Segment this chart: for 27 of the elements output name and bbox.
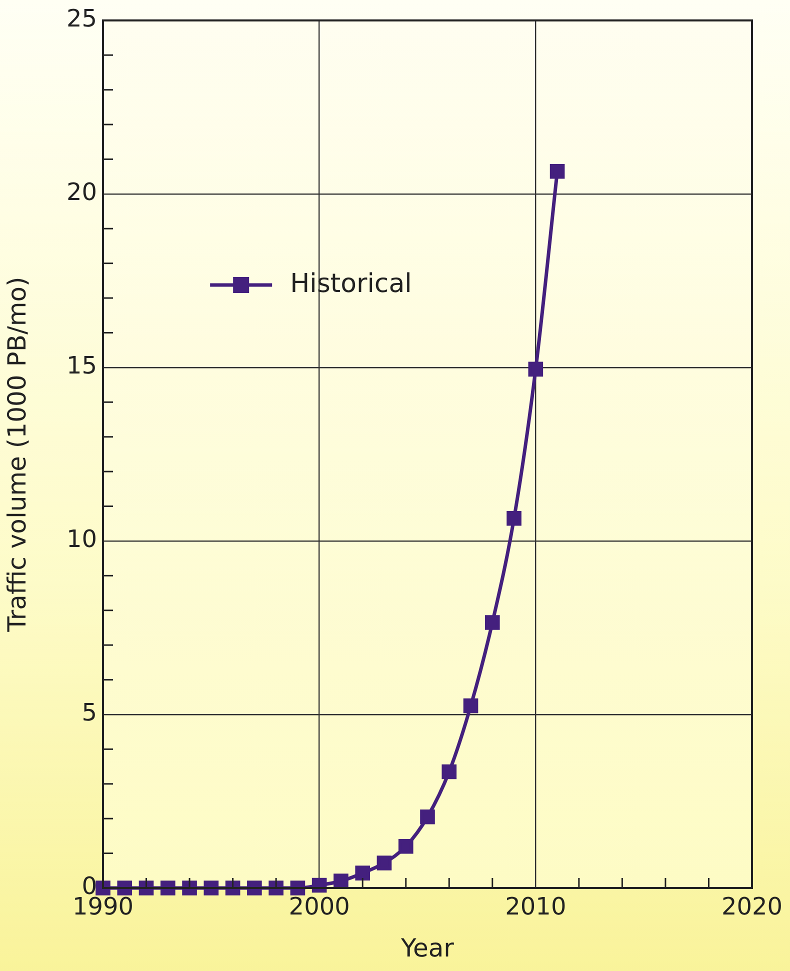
x-axis-title: Year	[400, 934, 455, 962]
y-tick-label: 20	[66, 178, 97, 206]
point	[96, 880, 110, 896]
point	[290, 880, 306, 896]
point	[204, 880, 219, 896]
point	[160, 880, 176, 896]
point	[442, 764, 457, 780]
point	[528, 362, 544, 377]
point	[550, 164, 565, 179]
point	[420, 809, 435, 824]
point	[334, 874, 348, 888]
point	[463, 698, 478, 714]
point	[376, 856, 392, 870]
point	[355, 866, 370, 880]
x-tick-label: 2000	[288, 892, 350, 921]
point	[506, 510, 522, 526]
point	[398, 838, 414, 854]
y-tick-label: 5	[82, 698, 97, 727]
x-tick-label: 2010	[505, 892, 566, 921]
y-axis-title: Traffic volume (1000 PB/mo)	[2, 276, 32, 633]
y-tick-label: 10	[66, 525, 97, 554]
y-tick-label: 25	[66, 4, 97, 33]
x-tick-label: 2020	[721, 892, 783, 921]
y-tick-label: 15	[66, 352, 97, 380]
point	[484, 615, 500, 630]
point	[117, 880, 132, 896]
point	[247, 880, 262, 896]
